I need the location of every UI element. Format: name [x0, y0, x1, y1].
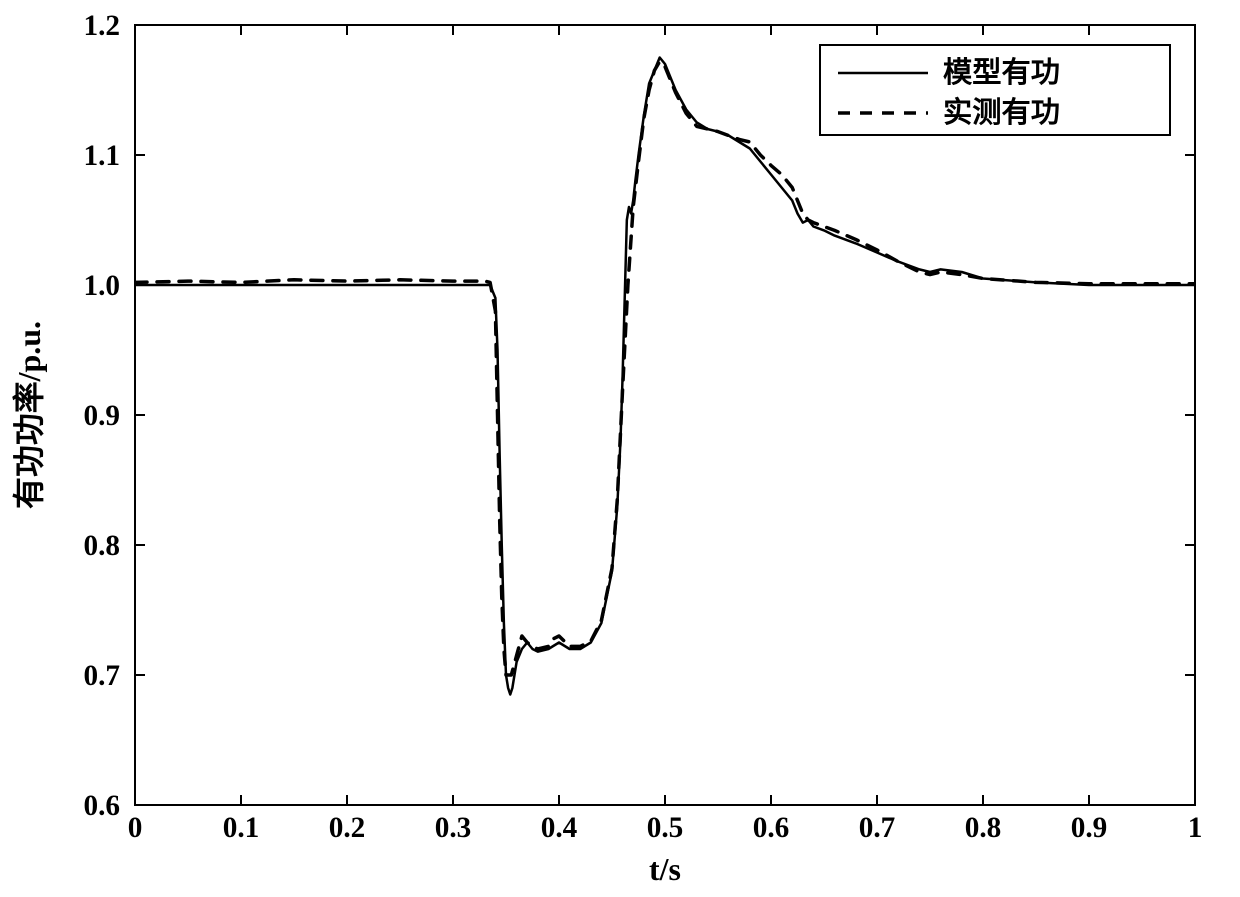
x-tick-label: 0.6: [753, 812, 790, 844]
x-tick-label: 0.4: [541, 812, 578, 844]
x-tick-label: 0.1: [223, 812, 260, 844]
chart-container: 0 0.1 0.2 0.3 0.4 0.5 0.6 0.7 0.8 0.9 1 0.6 0.7 0.8 0.…: [0, 0, 1240, 897]
x-tick-label: 0.3: [435, 812, 472, 844]
y-tick-label: 0.9: [83, 400, 120, 432]
y-tick-label: 0.7: [83, 660, 120, 692]
legend-label-measured: 实测有功: [943, 95, 1060, 129]
legend-label-model: 模型有功: [943, 56, 1060, 89]
line-chart: 0 0.1 0.2 0.3 0.4 0.5 0.6 0.7 0.8 0.9 1 0.6 0.7 0.8 0.…: [0, 0, 1240, 897]
x-tick-label: 0.8: [965, 812, 1002, 844]
y-tick-label: 1.0: [83, 270, 120, 302]
y-tick-label: 0.8: [83, 530, 120, 562]
x-tick-label: 0.2: [329, 812, 366, 844]
y-tick-label: 1.1: [83, 140, 120, 172]
y-tick-label: 1.2: [83, 10, 120, 42]
x-tick-label: 0.7: [859, 812, 896, 844]
y-tick-label: 0.6: [83, 790, 120, 822]
x-axis-label: t/s: [649, 852, 681, 887]
x-tick-label: 0: [128, 812, 143, 844]
x-tick-label: 0.5: [647, 812, 684, 844]
x-tick-label: 0.9: [1071, 812, 1108, 844]
x-tick-label: 1: [1188, 812, 1203, 844]
y-axis-label: 有功功率/p.u.: [11, 321, 47, 509]
